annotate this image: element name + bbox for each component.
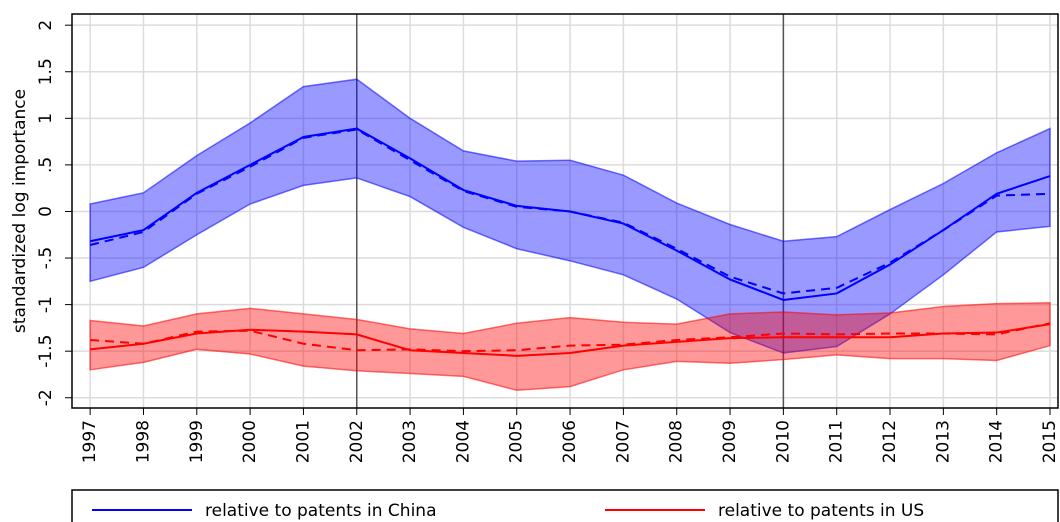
series-line (89, 127, 1051, 301)
x-tick-label: 2009 (720, 420, 740, 463)
x-tick-label: 2004 (453, 420, 473, 463)
dashed-line (90, 322, 1051, 353)
y-tick-label: .5 (36, 157, 56, 173)
x-tick-label: 2008 (667, 420, 687, 463)
x-tick-label: 2005 (507, 420, 527, 463)
x-tick-label: 2010 (773, 420, 793, 463)
x-tick-label: 2003 (400, 420, 420, 463)
legend-label: relative to patents in China (205, 501, 437, 521)
x-tick-label: 2013 (933, 420, 953, 463)
x-tick-label: 2015 (1040, 420, 1060, 463)
y-tick-label: -1.5 (36, 335, 56, 368)
x-tick-label: 1997 (80, 420, 100, 463)
x-tick-label: 2012 (880, 420, 900, 463)
y-tick-label: -1 (36, 296, 56, 313)
x-tick-label: 1999 (187, 420, 207, 463)
x-tick-label: 2006 (560, 420, 580, 463)
plot-frame (71, 13, 1059, 409)
y-tick-label: 1.5 (36, 58, 56, 85)
x-tick-label: 1998 (133, 420, 153, 463)
x-tick-label: 2000 (240, 420, 260, 463)
x-tick-label: 2007 (613, 420, 633, 463)
confidence-band (89, 78, 1051, 354)
y-tick-label: 0 (36, 206, 56, 217)
x-tick-label: 2014 (987, 420, 1007, 463)
y-tick-label: -.5 (36, 247, 56, 269)
legend-label: relative to patents in US (718, 501, 924, 521)
x-tick-label: 2001 (293, 420, 313, 463)
y-tick-label: 1 (36, 113, 56, 124)
series-line (90, 323, 1051, 357)
legend-box (71, 489, 1059, 522)
y-axis-title: standardized log importance (10, 89, 30, 333)
y-tick-label: -2 (36, 389, 56, 406)
x-tick-label: 2011 (827, 420, 847, 463)
y-tick-label: 2 (36, 20, 56, 31)
x-tick-label: 2002 (347, 420, 367, 463)
